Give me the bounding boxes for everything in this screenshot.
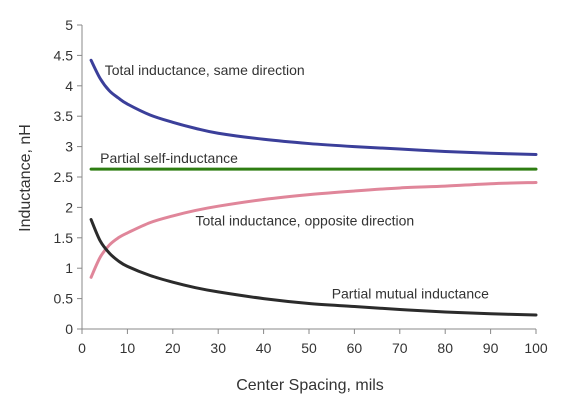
curve-annotation-2: Partial self-inductance (100, 150, 238, 166)
y-tick-label: 1 (65, 260, 73, 276)
curve-annotation-3: Total inductance, opposite direction (196, 213, 415, 229)
x-axis-title: Center Spacing, mils (236, 377, 384, 394)
annotations-group: Total inductance, same direction Partial … (100, 62, 489, 302)
x-tick-label: 0 (78, 340, 86, 356)
x-tick-label: 50 (301, 340, 317, 356)
curve-annotation-1: Total inductance, same direction (105, 62, 305, 78)
y-tick-label: 3.5 (54, 108, 74, 124)
x-tick-label: 10 (120, 340, 136, 356)
x-tick-label: 80 (437, 340, 453, 356)
x-tick-label: 40 (256, 340, 272, 356)
y-tick-label: 0.5 (54, 291, 74, 307)
x-tick-label: 20 (165, 340, 181, 356)
x-tick-label: 100 (524, 340, 548, 356)
y-tick-label: 3 (65, 139, 73, 155)
y-tick-label: 1.5 (54, 230, 74, 246)
y-tick-label: 2 (65, 199, 73, 215)
y-axis-title: Inductance, nH (17, 124, 34, 232)
y-tick-label: 4.5 (54, 47, 74, 63)
y-tick-label: 4 (65, 78, 73, 94)
x-tick-label: 60 (347, 340, 363, 356)
x-tick-label: 30 (210, 340, 226, 356)
x-tick-label: 90 (483, 340, 499, 356)
series-line-4 (89, 218, 538, 317)
y-tick-label: 5 (65, 17, 73, 33)
axes: 00.511.522.533.544.550 10 20 30 40 50 60 70 80 90… (54, 17, 548, 356)
curve-annotation-4: Partial mutual inductance (332, 286, 489, 302)
x-tick-label: 70 (392, 340, 408, 356)
y-tick-label: 0 (65, 321, 73, 337)
series-line-3 (89, 180, 538, 279)
series-line-1 (89, 58, 538, 156)
series-group (89, 58, 538, 317)
y-tick-label: 2.5 (54, 169, 74, 185)
